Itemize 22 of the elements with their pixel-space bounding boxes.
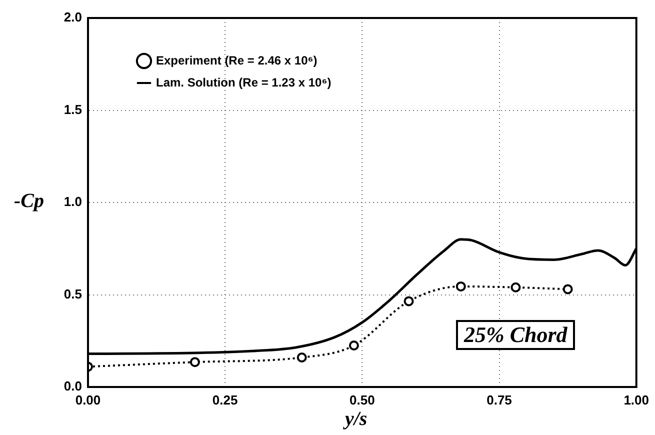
- y-axis-title: -Cp: [14, 190, 44, 213]
- point: [348, 340, 359, 350]
- point: [510, 282, 521, 292]
- point: [296, 352, 307, 362]
- point: [190, 357, 200, 368]
- y-tick-label: 1.0: [64, 194, 82, 210]
- x-tick-label: 0.75: [486, 392, 512, 408]
- y-tick-label: 0.5: [64, 286, 82, 302]
- x-tick-label: 0.50: [350, 392, 375, 408]
- legend-label: Lam. Solution (Re = 1.23 x 10⁶): [156, 75, 332, 90]
- point: [404, 296, 414, 306]
- annotation: 25% Chord: [456, 320, 576, 350]
- y-tick-label: 0.0: [64, 378, 82, 394]
- x-tick-label: 0.25: [212, 392, 238, 408]
- x-tick-label: 1.00: [624, 392, 650, 408]
- point: [562, 284, 573, 294]
- point: [456, 281, 466, 292]
- y-tick-label: 2.0: [64, 10, 82, 25]
- y-tick-label: 1.5: [64, 102, 82, 117]
- legend-label: Experiment (Re = 2.46 x 10⁶): [156, 53, 318, 68]
- x-tick-label: 0.00: [75, 392, 101, 408]
- x-axis-title: y/s: [345, 408, 368, 431]
